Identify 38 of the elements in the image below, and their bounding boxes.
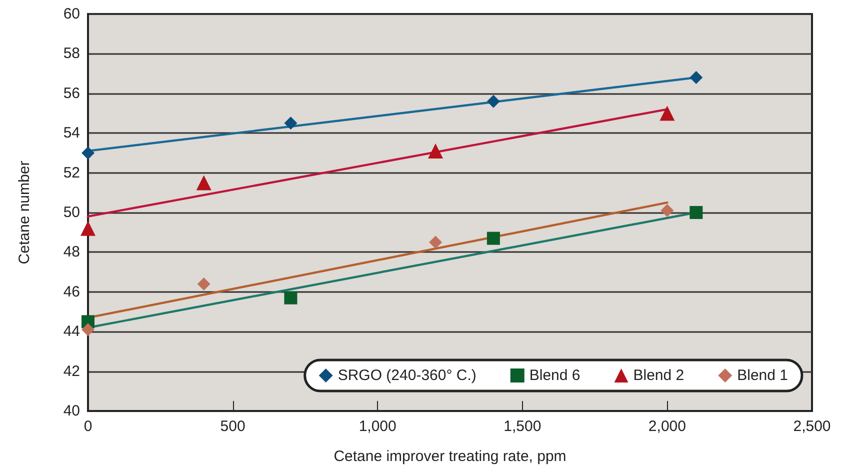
y-tick-label: 60 (63, 6, 80, 22)
x-axis-title: Cetane improver treating rate, ppm (334, 448, 566, 465)
point (428, 143, 444, 158)
y-axis-title: Cetane number (16, 160, 33, 264)
x-tick-label: 2,000 (648, 418, 686, 435)
y-tick-label: 46 (63, 283, 80, 300)
y-tick-label: 40 (63, 402, 80, 420)
point (196, 175, 212, 190)
point (486, 94, 500, 108)
x-tick-label: 2,500 (793, 418, 831, 435)
y-tick-label: 42 (63, 362, 80, 380)
point (486, 232, 500, 245)
point (690, 206, 703, 219)
x-tick-label: 1,500 (504, 418, 542, 435)
y-tick-label: 54 (63, 124, 80, 142)
x-tick-label: 1,000 (358, 418, 396, 435)
y-tick-label: 56 (63, 84, 80, 102)
legend-label: Blend 2 (633, 367, 684, 384)
x-tick-label: 500 (220, 418, 246, 435)
y-tick-label: 58 (63, 45, 80, 62)
legend-label: Blend 1 (737, 367, 788, 384)
legend-label: Blend 6 (529, 367, 580, 384)
point (284, 291, 298, 304)
point (660, 204, 674, 218)
point (660, 106, 675, 121)
point (82, 323, 94, 336)
point (284, 116, 298, 130)
x-tick-label: 0 (84, 418, 92, 435)
y-tick-label: 50 (63, 204, 80, 221)
y-tick-label: 52 (63, 164, 80, 182)
point (429, 236, 442, 249)
point (80, 220, 96, 236)
point (690, 71, 703, 84)
y-tick-label: 48 (63, 244, 80, 261)
point (82, 146, 94, 160)
point (197, 277, 210, 290)
legend-label: SRGO (240-360° C.) (338, 367, 476, 384)
y-tick-label: 44 (63, 323, 80, 340)
